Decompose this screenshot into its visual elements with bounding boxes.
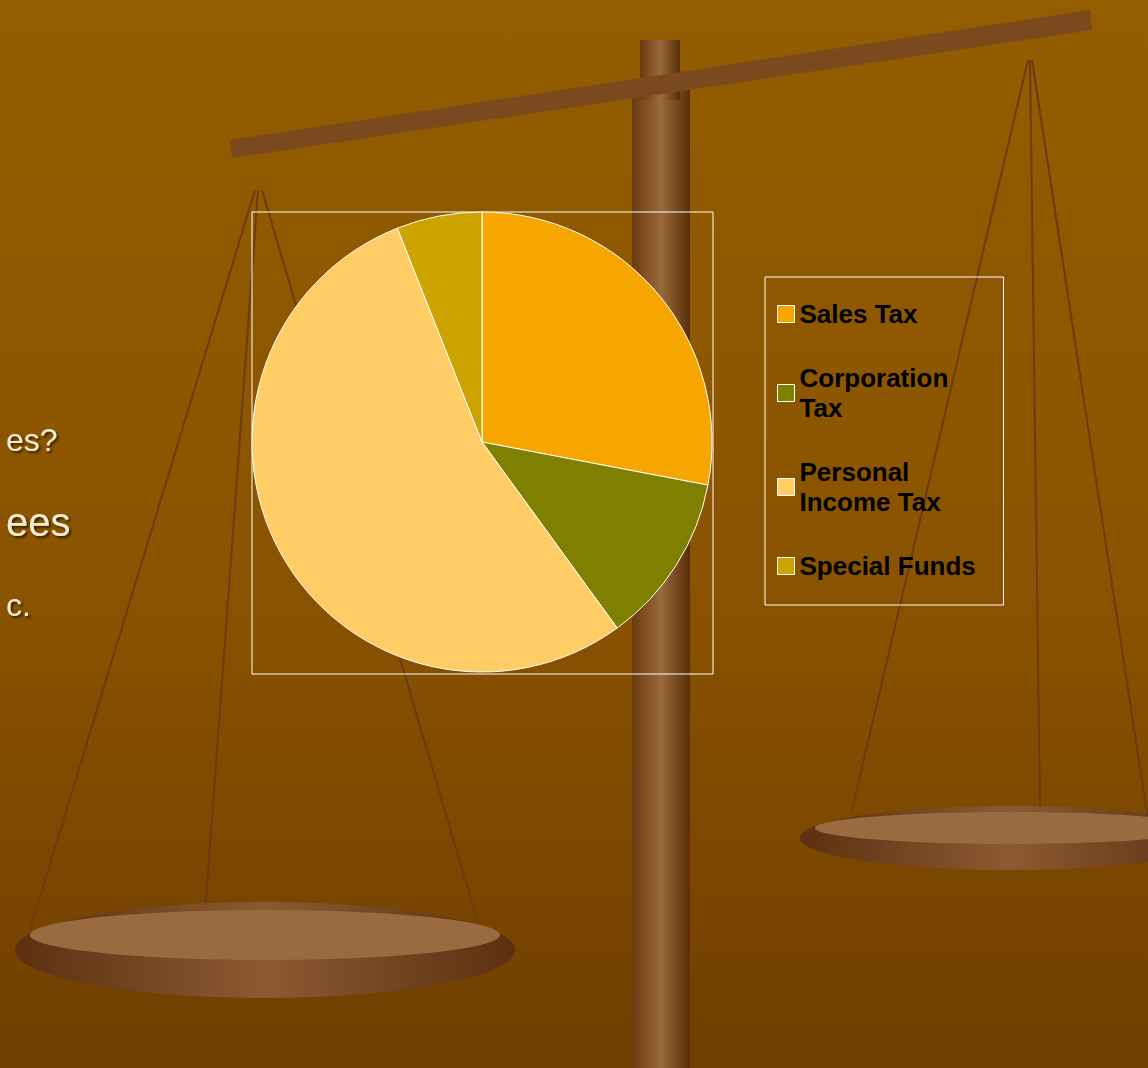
svg-text:Special Funds: Special Funds [800,551,976,581]
svg-text:Personal: Personal [800,457,917,487]
svg-text:Corporation: Corporation [800,363,956,393]
svg-text:c.: c. [6,587,31,623]
svg-text:Income Tax: Income Tax [800,487,942,517]
svg-text:ees: ees [6,500,71,544]
svg-text:Sales Tax: Sales Tax [800,299,919,329]
svg-text:Tax: Tax [800,393,843,423]
svg-text:es?: es? [6,422,58,458]
